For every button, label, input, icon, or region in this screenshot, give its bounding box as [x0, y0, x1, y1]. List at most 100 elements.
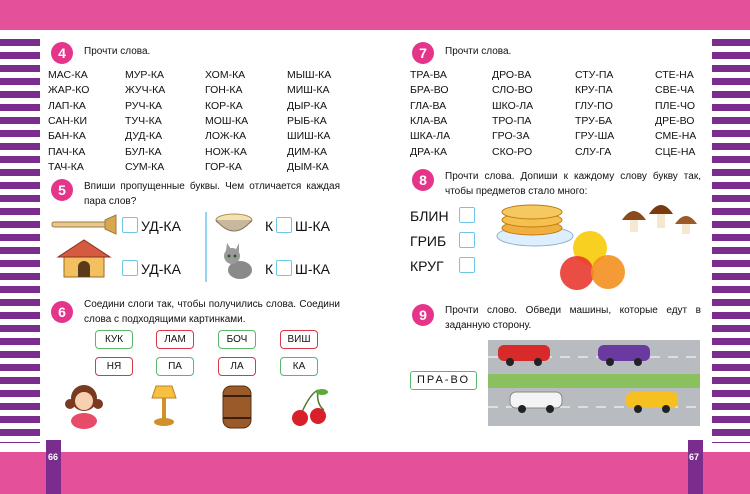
mushrooms-picture: [622, 205, 697, 234]
word: ДЫР-КА: [287, 99, 328, 112]
word: КОР-КА: [205, 99, 243, 112]
word: СЦЕ-НА: [655, 145, 696, 158]
syllable: КУК: [95, 330, 133, 349]
syllable: БОЧ: [218, 330, 256, 349]
task-number: 4: [51, 42, 73, 64]
word: ГОН-КА: [205, 84, 243, 97]
syllable: КА: [280, 357, 318, 376]
letter-box: [459, 232, 475, 248]
task-instruction: Прочти слова.: [84, 46, 151, 57]
task-number: 5: [51, 179, 73, 201]
word: ЛАП-КА: [48, 99, 86, 112]
word: ДУД-КА: [125, 130, 163, 143]
word: ПРА-ВО: [410, 371, 478, 390]
pancakes-picture: [496, 204, 574, 247]
word: ГОР-КА: [205, 160, 242, 173]
task-number: 9: [412, 304, 434, 326]
word: ТАЧ-КА: [48, 160, 84, 173]
word: СТЕ-НА: [655, 69, 694, 81]
word-suffix: УД-КА: [141, 261, 181, 277]
cat-picture: [224, 243, 252, 279]
left-stripes: [0, 38, 40, 443]
word: ДРО-ВА: [492, 69, 532, 81]
syllable: ЛА: [218, 357, 256, 376]
word: СТУ-ПА: [575, 69, 614, 81]
task-instruction: Прочти слова. Допиши к каждому слову бук…: [445, 171, 701, 197]
word: БЛИН: [410, 208, 449, 224]
syllable: НЯ: [95, 357, 133, 376]
letter-box: [276, 217, 292, 233]
word-suffix: Ш-КА: [295, 261, 330, 277]
word: ТРО-ПА: [492, 114, 532, 127]
word: ЛОЖ-КА: [205, 130, 247, 143]
word: ТРА-ВА: [410, 69, 447, 81]
word-prefix: К: [265, 218, 274, 234]
word: КРУ-ПА: [575, 84, 613, 97]
syllable: ВИШ: [280, 330, 318, 349]
word: МОШ-КА: [205, 114, 249, 127]
syllable: ПА: [156, 357, 194, 376]
bowl-picture: [215, 213, 253, 232]
word: МИШ-КА: [287, 84, 330, 97]
word: БРА-ВО: [410, 84, 449, 97]
word: ГРУ-ША: [575, 130, 615, 143]
left-tab: [46, 440, 61, 494]
word: ТРУ-БА: [575, 114, 613, 127]
word-prefix: К: [265, 261, 274, 277]
word: РЫБ-КА: [287, 114, 327, 127]
doll-picture: [65, 385, 103, 429]
word: ГЛА-ВА: [410, 99, 447, 112]
word: РУЧ-КА: [125, 99, 163, 112]
word: СКО-РО: [492, 145, 533, 158]
word: ЖАР-КО: [48, 84, 90, 97]
word: ГРО-ЗА: [492, 130, 530, 143]
word: СЛУ-ГА: [575, 145, 612, 158]
circles-picture: [560, 231, 625, 290]
word-suffix: Ш-КА: [295, 218, 330, 234]
word: ТУЧ-КА: [125, 114, 162, 127]
task-number: 6: [51, 301, 73, 323]
word: ГЛУ-ПО: [575, 99, 613, 112]
road-picture: [488, 340, 700, 426]
word: НОЖ-КА: [205, 145, 247, 158]
word: СУМ-КА: [125, 160, 165, 173]
right-tab: [688, 440, 703, 494]
page-number: 67: [689, 452, 700, 462]
word: КЛА-ВА: [410, 114, 448, 127]
letter-box: [122, 217, 138, 233]
task-number: 7: [412, 42, 434, 64]
word: СЛО-ВО: [492, 84, 533, 97]
word: ШИШ-КА: [287, 130, 331, 143]
word: БУЛ-КА: [125, 145, 162, 158]
page-number: 66: [48, 452, 59, 462]
lamp-picture: [151, 385, 177, 426]
syllable: ЛАМ: [156, 330, 194, 349]
letter-box: [459, 207, 475, 223]
word: МЫШ-КА: [287, 69, 332, 81]
task-instruction: Соедини слоги так, чтобы получились слов…: [84, 299, 340, 325]
task-number: 8: [412, 169, 434, 191]
bottom-band: [0, 452, 750, 494]
word: СВЕ-ЧА: [655, 84, 695, 97]
flute-picture: [51, 214, 117, 235]
word: ГРИБ: [410, 233, 447, 249]
word: ШКА-ЛА: [410, 130, 451, 143]
doghouse-picture: [56, 239, 112, 278]
word: ХОМ-КА: [205, 69, 246, 81]
task-instruction: Прочти слово. Обведи машины, которые еду…: [445, 305, 701, 331]
word: КРУГ: [410, 258, 444, 274]
letter-box: [276, 260, 292, 276]
word: СМЕ-НА: [655, 130, 697, 143]
word: САН-КИ: [48, 114, 88, 127]
letter-box: [459, 257, 475, 273]
word: ДЫМ-КА: [287, 160, 329, 173]
word: ЖУЧ-КА: [125, 84, 166, 97]
word: ПАЧ-КА: [48, 145, 86, 158]
right-stripes: [712, 38, 750, 443]
word: МАС-КА: [48, 69, 88, 81]
cherry-picture: [292, 389, 328, 426]
word-suffix: УД-КА: [141, 218, 181, 234]
letter-box: [122, 260, 138, 276]
